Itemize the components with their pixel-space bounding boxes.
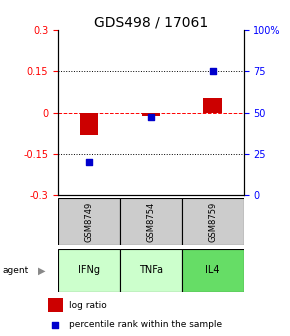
Text: percentile rank within the sample: percentile rank within the sample [69,320,222,329]
Point [53,322,58,327]
Text: IFNg: IFNg [78,265,100,276]
Text: ▶: ▶ [38,265,45,276]
Bar [203,98,222,113]
Point [210,69,215,74]
Bar [182,198,244,245]
Bar [58,198,120,245]
Text: agent: agent [3,266,29,275]
Bar [58,249,120,292]
Text: GSM8754: GSM8754 [146,202,155,242]
Text: GSM8759: GSM8759 [208,202,217,242]
Point [148,115,153,120]
Bar [182,249,244,292]
Bar [48,298,63,312]
Text: log ratio: log ratio [69,301,107,310]
Point [87,159,91,165]
Text: GSM8749: GSM8749 [84,202,93,242]
Title: GDS498 / 17061: GDS498 / 17061 [94,15,208,29]
Text: TNFa: TNFa [139,265,163,276]
Bar [120,249,182,292]
Bar [120,198,182,245]
Bar [142,113,160,116]
Text: IL4: IL4 [205,265,220,276]
Bar [80,113,98,134]
